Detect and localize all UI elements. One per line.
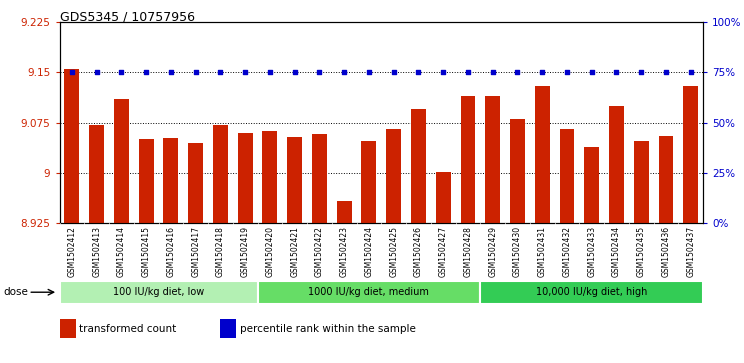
Bar	[609, 106, 624, 223]
Bar	[164, 138, 179, 223]
Text: GSM1502421: GSM1502421	[290, 226, 299, 277]
Bar	[138, 139, 153, 223]
Text: percentile rank within the sample: percentile rank within the sample	[240, 323, 416, 334]
Text: GSM1502432: GSM1502432	[562, 226, 571, 277]
Bar	[683, 86, 698, 223]
Bar	[386, 129, 401, 223]
Point	[339, 69, 350, 75]
Point	[437, 69, 449, 75]
Text: GDS5345 / 10757956: GDS5345 / 10757956	[60, 11, 194, 24]
Point	[561, 69, 573, 75]
Text: 100 IU/kg diet, low: 100 IU/kg diet, low	[113, 287, 204, 297]
Text: GSM1502434: GSM1502434	[612, 226, 621, 277]
Point	[190, 69, 202, 75]
Text: GSM1502428: GSM1502428	[464, 226, 472, 277]
Point	[140, 69, 152, 75]
Point	[586, 69, 597, 75]
Bar	[220, 319, 237, 338]
Text: GSM1502436: GSM1502436	[661, 226, 670, 277]
Text: GSM1502414: GSM1502414	[117, 226, 126, 277]
Bar	[238, 132, 253, 223]
Text: GSM1502435: GSM1502435	[637, 226, 646, 277]
Text: GSM1502413: GSM1502413	[92, 226, 101, 277]
Point	[264, 69, 276, 75]
Point	[536, 69, 548, 75]
Bar	[213, 125, 228, 223]
Bar	[510, 119, 525, 223]
Bar	[634, 140, 649, 223]
Point	[462, 69, 474, 75]
Text: GSM1502420: GSM1502420	[266, 226, 275, 277]
Bar	[65, 69, 80, 223]
Bar	[535, 86, 550, 223]
Text: GSM1502427: GSM1502427	[439, 226, 448, 277]
Text: GSM1502426: GSM1502426	[414, 226, 423, 277]
Text: GSM1502415: GSM1502415	[141, 226, 150, 277]
Text: transformed count: transformed count	[79, 323, 176, 334]
Point	[165, 69, 177, 75]
Text: GSM1502412: GSM1502412	[68, 226, 77, 277]
Text: GSM1502419: GSM1502419	[240, 226, 250, 277]
Bar	[263, 131, 278, 223]
Bar	[584, 147, 599, 223]
Text: 10,000 IU/kg diet, high: 10,000 IU/kg diet, high	[536, 287, 647, 297]
Text: GSM1502437: GSM1502437	[686, 226, 695, 277]
Point	[611, 69, 623, 75]
Bar	[337, 201, 352, 223]
Text: GSM1502425: GSM1502425	[389, 226, 398, 277]
FancyBboxPatch shape	[257, 281, 481, 303]
Point	[388, 69, 400, 75]
Bar	[658, 136, 673, 223]
Text: 1000 IU/kg diet, medium: 1000 IU/kg diet, medium	[309, 287, 429, 297]
Bar	[559, 129, 574, 223]
Bar	[287, 136, 302, 223]
Point	[487, 69, 498, 75]
Point	[635, 69, 647, 75]
Bar	[312, 134, 327, 223]
Bar	[362, 140, 376, 223]
Point	[214, 69, 226, 75]
Bar	[485, 95, 500, 223]
Bar	[188, 143, 203, 223]
Point	[66, 69, 78, 75]
Point	[412, 69, 424, 75]
Bar	[436, 172, 451, 223]
Point	[313, 69, 325, 75]
Point	[115, 69, 127, 75]
FancyBboxPatch shape	[60, 281, 257, 303]
Point	[240, 69, 251, 75]
Text: GSM1502417: GSM1502417	[191, 226, 200, 277]
Point	[91, 69, 103, 75]
Point	[660, 69, 672, 75]
Text: GSM1502416: GSM1502416	[167, 226, 176, 277]
Bar	[411, 109, 426, 223]
Bar	[114, 99, 129, 223]
Text: GSM1502418: GSM1502418	[216, 226, 225, 277]
Text: GSM1502423: GSM1502423	[340, 226, 349, 277]
Text: dose: dose	[4, 287, 28, 297]
Point	[289, 69, 301, 75]
Bar	[461, 95, 475, 223]
Bar	[60, 319, 76, 338]
Text: GSM1502433: GSM1502433	[587, 226, 596, 277]
Point	[511, 69, 523, 75]
Text: GSM1502424: GSM1502424	[365, 226, 373, 277]
Text: GSM1502422: GSM1502422	[315, 226, 324, 277]
Text: GSM1502431: GSM1502431	[538, 226, 547, 277]
Point	[684, 69, 696, 75]
Bar	[89, 125, 104, 223]
Text: GSM1502429: GSM1502429	[488, 226, 497, 277]
Point	[363, 69, 375, 75]
Text: GSM1502430: GSM1502430	[513, 226, 522, 277]
FancyBboxPatch shape	[481, 281, 703, 303]
